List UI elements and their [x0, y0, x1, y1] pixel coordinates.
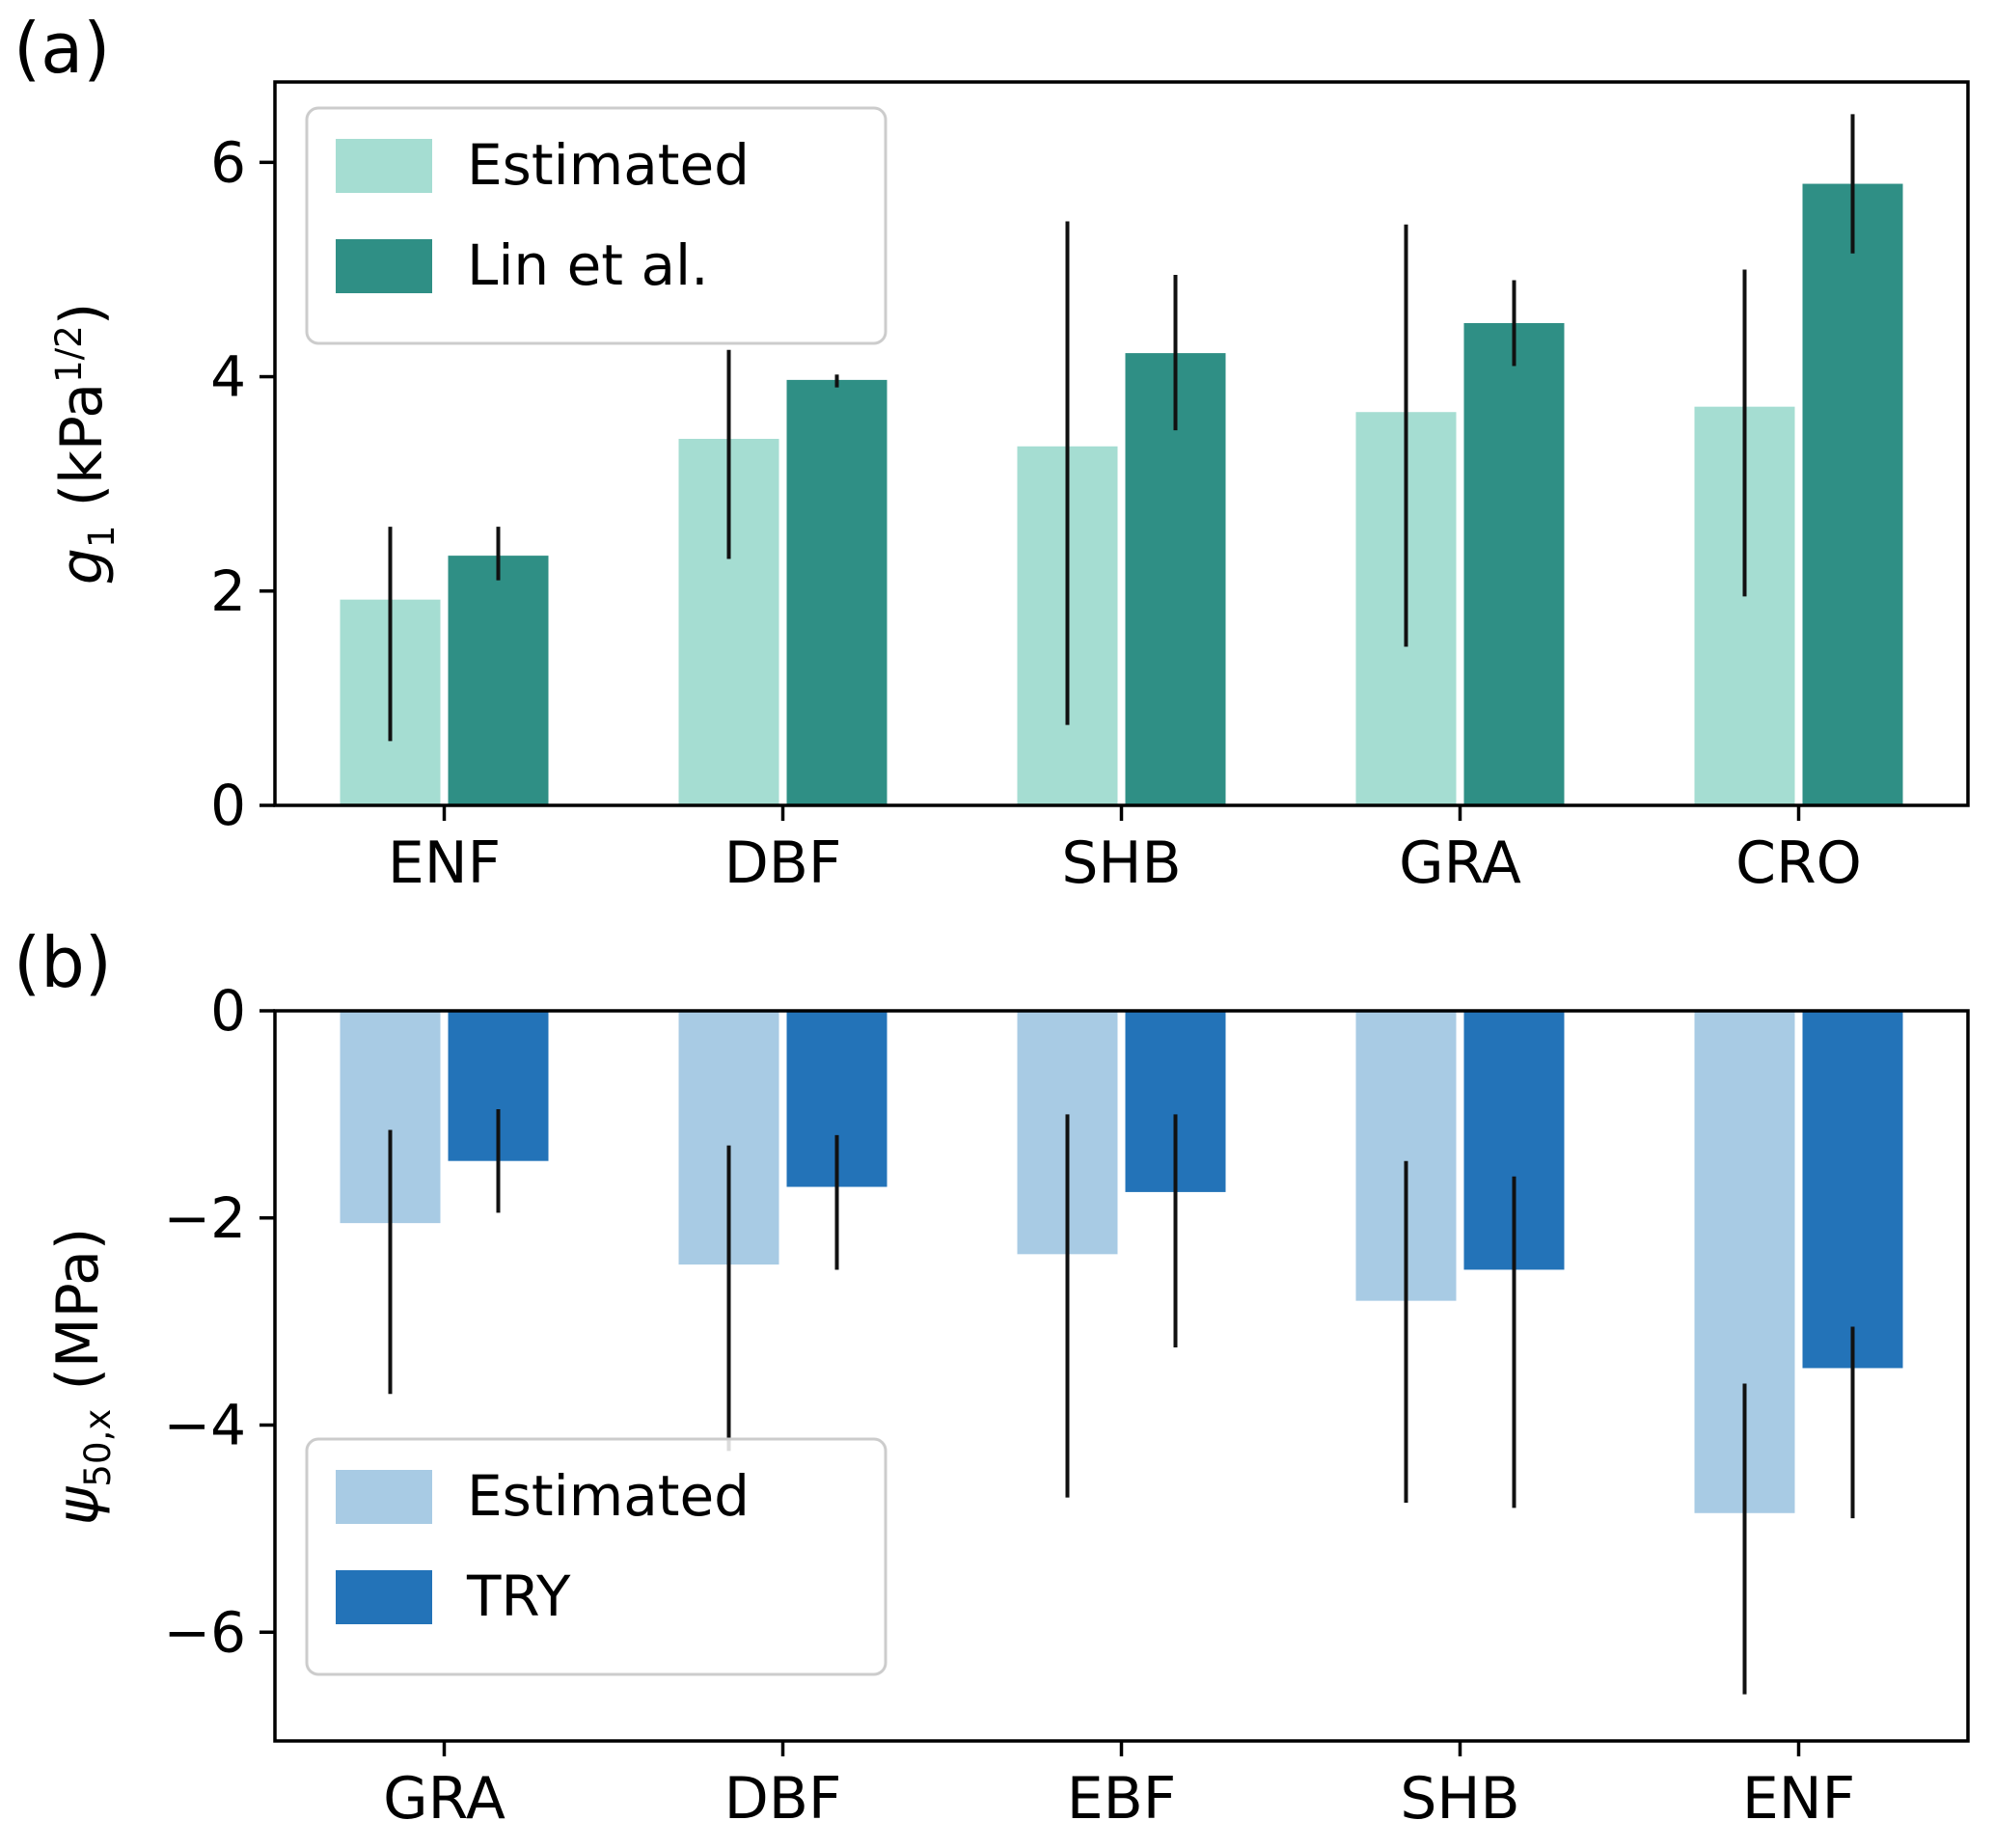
legend-swatch-try	[336, 1570, 432, 1624]
x-tick-label-dbf: DBF	[724, 1765, 842, 1833]
y-tick-label: −2	[164, 1185, 247, 1251]
legend-label-estimated: Estimated	[467, 132, 750, 198]
legend-swatch-lin-et-al-	[336, 239, 432, 293]
x-tick-label-enf: ENF	[1742, 1765, 1855, 1833]
x-tick-label-enf: ENF	[388, 829, 501, 897]
y-tick-label: 0	[210, 978, 246, 1044]
legend-swatch-estimated	[336, 1470, 432, 1524]
bar-lin-et-al--cro	[1802, 183, 1903, 806]
y-tick-label: 2	[210, 558, 246, 624]
x-tick-label-ebf: EBF	[1067, 1765, 1177, 1833]
legend-box	[305, 106, 888, 345]
x-tick-label-gra: GRA	[1399, 829, 1521, 897]
legend-swatch-estimated	[336, 139, 432, 193]
x-tick-label-cro: CRO	[1735, 829, 1862, 897]
y-tick-label: −6	[164, 1599, 247, 1665]
panel-b-chart: 0 −2 −4 −6 GRA DBF EBF SHB ENF Estimated TRY	[164, 978, 1970, 1833]
panel-a-label: (a)	[14, 8, 111, 89]
y-tick-label: 0	[210, 773, 246, 838]
legend-label-lin-et-al-: Lin et al.	[467, 232, 709, 298]
y-tick-label: −4	[164, 1393, 247, 1458]
bar-lin-et-al--dbf	[786, 379, 888, 805]
legend-label-try: TRY	[466, 1563, 571, 1629]
x-tick-label-gra: GRA	[383, 1765, 505, 1833]
bar-lin-et-al--enf	[448, 556, 549, 805]
y-tick-label: 6	[210, 129, 246, 195]
bar-try-enf	[1802, 1011, 1903, 1369]
bar-lin-et-al--gra	[1463, 323, 1565, 805]
legend-label-estimated: Estimated	[467, 1463, 750, 1529]
y-tick-label: 4	[210, 344, 246, 410]
x-tick-label-dbf: DBF	[724, 829, 842, 897]
x-tick-label-shb: SHB	[1061, 829, 1181, 897]
panel-a-chart: 0 2 4 6 ENF DBF SHB GRA CRO Estimated Lin et al.	[210, 80, 1970, 897]
legend-box	[305, 1437, 888, 1676]
x-tick-label-shb: SHB	[1400, 1765, 1519, 1833]
panel-b-label: (b)	[14, 922, 112, 1003]
